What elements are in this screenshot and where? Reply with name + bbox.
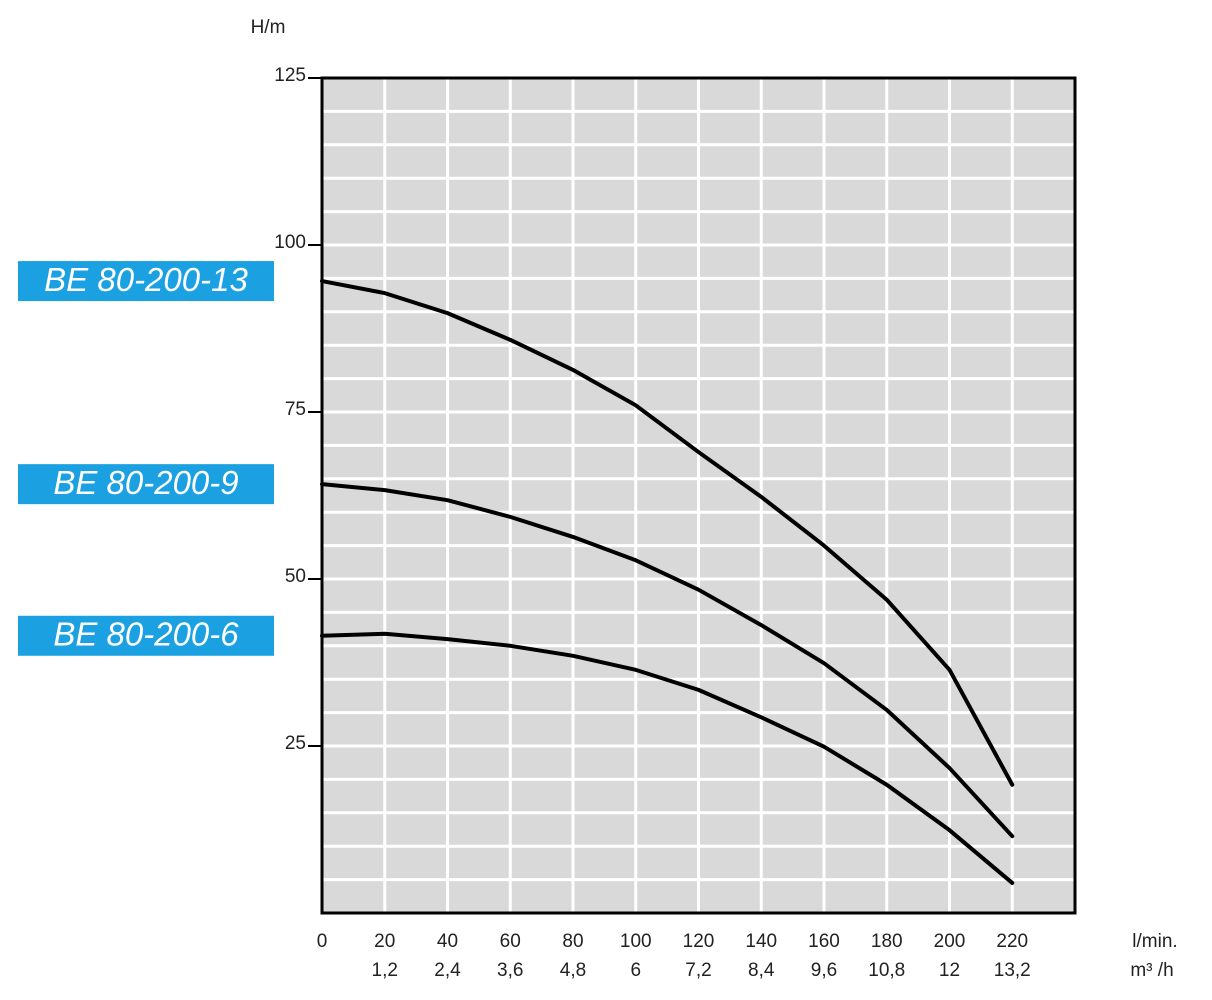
y-tick-label: 25 xyxy=(285,733,306,754)
x-tick-label: 80 xyxy=(562,931,583,952)
series-label-text: BE 80-200-6 xyxy=(53,615,239,652)
x2-tick-label: 1,2 xyxy=(372,960,398,981)
series-label-text: BE 80-200-13 xyxy=(44,261,248,298)
x-tick-label: 20 xyxy=(374,931,395,952)
x-tick-label: 60 xyxy=(500,931,521,952)
x-tick-label: 40 xyxy=(437,931,458,952)
x-tick-label: 100 xyxy=(620,931,652,952)
x-tick-label: 160 xyxy=(808,931,840,952)
x2-tick-label: 3,6 xyxy=(497,960,523,981)
x2-tick-label: 7,2 xyxy=(685,960,711,981)
series-label-box xyxy=(18,261,274,302)
series-label-text: BE 80-200-9 xyxy=(53,464,238,501)
curve xyxy=(320,482,1015,839)
series-label-box xyxy=(18,464,274,505)
y-tick-label: 125 xyxy=(274,65,306,86)
x-axis-label: l/min. xyxy=(1132,931,1177,952)
x-tick-label: 120 xyxy=(683,931,715,952)
plot-frame xyxy=(320,76,1077,915)
x2-tick-label: 8,4 xyxy=(748,960,775,981)
x2-axis-label: m³ /h xyxy=(1130,960,1173,981)
series-label: BE 80-200-6 xyxy=(18,615,274,656)
x2-tick-label: 4,8 xyxy=(560,960,586,981)
series-label: BE 80-200-13 xyxy=(18,261,274,302)
x2-tick-label: 10,8 xyxy=(868,960,905,981)
x-tick-label: 180 xyxy=(871,931,903,952)
x2-tick-label: 13,2 xyxy=(994,960,1031,981)
series-label: BE 80-200-9 xyxy=(18,464,274,505)
y-tick-label: 75 xyxy=(285,399,306,420)
y-tick-label: 100 xyxy=(274,232,306,253)
x2-tick-label: 9,6 xyxy=(811,960,837,981)
x2-tick-label: 12 xyxy=(939,960,960,981)
x-tick-label: 0 xyxy=(317,931,328,952)
curve xyxy=(320,631,1015,885)
y-tick-label: 50 xyxy=(285,566,306,587)
x-tick-label: 140 xyxy=(745,931,777,952)
x-tick-label: 220 xyxy=(996,931,1028,952)
x2-tick-label: 6 xyxy=(630,960,641,981)
curve xyxy=(320,279,1015,787)
y-axis-label: H/m xyxy=(251,17,286,38)
x-tick-label: 200 xyxy=(934,931,966,952)
x2-tick-label: 2,4 xyxy=(434,960,461,981)
series-label-box xyxy=(18,615,274,656)
